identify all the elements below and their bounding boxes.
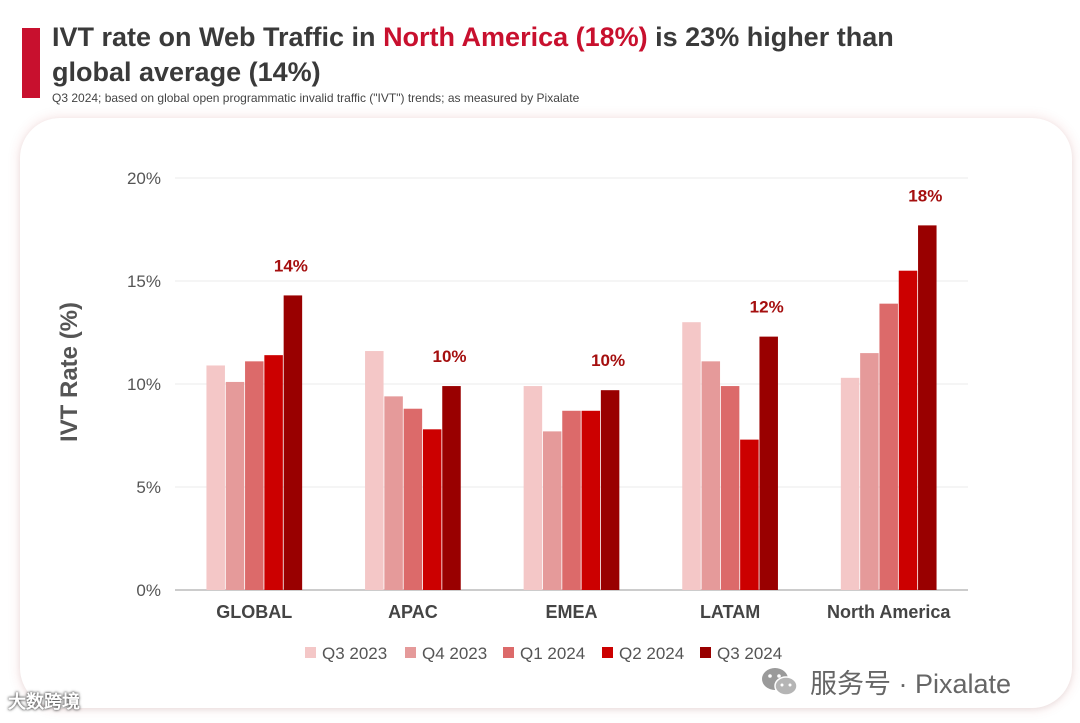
bar-q3-2023 xyxy=(682,322,701,590)
x-tick-label: APAC xyxy=(388,602,438,622)
legend-swatch xyxy=(602,647,613,658)
title-part2: is 23% higher than global average (14%) xyxy=(52,22,894,87)
x-tick-label: North America xyxy=(827,602,951,622)
title-highlight: North America (18%) xyxy=(383,22,648,52)
bar-q4-2023 xyxy=(225,381,245,590)
bar-q2-2024 xyxy=(581,410,601,590)
data-label: 10% xyxy=(591,351,625,370)
bar-q3-2023 xyxy=(523,386,543,590)
bar-q3-2023 xyxy=(840,377,860,590)
data-label: 18% xyxy=(908,186,942,205)
bar-q3-2024 xyxy=(442,386,461,590)
legend-swatch xyxy=(700,647,711,658)
bar-q1-2024 xyxy=(245,361,264,590)
y-tick-label: 5% xyxy=(136,478,161,497)
x-tick-label: EMEA xyxy=(545,602,597,622)
bar-q1-2024 xyxy=(879,303,898,590)
bar-q3-2024 xyxy=(283,295,303,590)
data-label: 12% xyxy=(750,298,784,317)
y-tick-label: 0% xyxy=(136,581,161,600)
bar-q3-2024 xyxy=(759,336,778,590)
bar-q2-2024 xyxy=(740,439,759,590)
y-axis-label: IVT Rate (%) xyxy=(56,302,83,442)
legend-label: Q3 2024 xyxy=(717,644,782,663)
bar-q2-2024 xyxy=(264,355,283,590)
legend-swatch xyxy=(305,647,316,658)
legend-label: Q2 2024 xyxy=(619,644,684,663)
watermark-right-text: 服务号 · Pixalate xyxy=(810,669,1012,699)
bar-q3-2024 xyxy=(918,225,937,590)
x-tick-label: GLOBAL xyxy=(216,602,292,622)
bar-q4-2023 xyxy=(542,431,562,590)
watermark-left: 大数跨境 xyxy=(8,692,80,712)
data-label: 14% xyxy=(274,256,308,275)
bar-q3-2023 xyxy=(206,365,225,590)
bar-q3-2023 xyxy=(365,351,384,590)
y-tick-label: 15% xyxy=(127,272,161,291)
data-label: 10% xyxy=(432,347,466,366)
bar-q4-2023 xyxy=(384,396,403,590)
legend-label: Q1 2024 xyxy=(520,644,585,663)
bar-q2-2024 xyxy=(898,270,918,590)
bar-q1-2024 xyxy=(403,408,423,590)
y-tick-label: 10% xyxy=(127,375,161,394)
bar-q4-2023 xyxy=(860,353,879,590)
legend-label: Q4 2023 xyxy=(422,644,487,663)
page-title: IVT rate on Web Traffic in North America… xyxy=(52,20,952,90)
bar-q1-2024 xyxy=(562,410,581,590)
page-subtitle: Q3 2024; based on global open programmat… xyxy=(52,91,580,105)
y-tick-label: 20% xyxy=(127,169,161,188)
x-tick-label: LATAM xyxy=(700,602,760,622)
bar-q4-2023 xyxy=(701,361,721,590)
legend-swatch xyxy=(503,647,514,658)
title-part1: IVT rate on Web Traffic in xyxy=(52,22,384,52)
legend-swatch xyxy=(405,647,416,658)
bar-q1-2024 xyxy=(720,386,740,590)
bar-q3-2024 xyxy=(600,390,620,590)
wechat-icon xyxy=(762,667,798,696)
legend-label: Q3 2023 xyxy=(322,644,387,663)
title-accent-bar xyxy=(22,28,40,98)
bar-q2-2024 xyxy=(422,429,442,590)
watermark-right: 服务号 · Pixalate xyxy=(760,662,1011,701)
